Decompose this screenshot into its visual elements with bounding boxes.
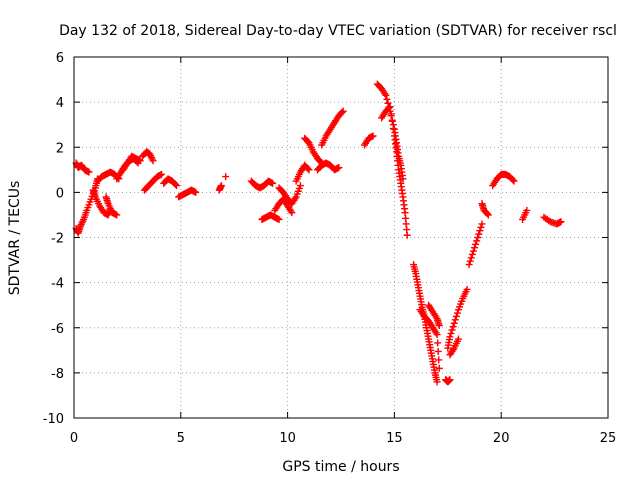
data-point <box>509 176 517 184</box>
y-tick-label: 2 <box>56 141 64 156</box>
data-point <box>383 95 391 103</box>
data-point <box>382 91 390 99</box>
data-point <box>510 177 518 185</box>
data-point <box>435 356 443 364</box>
data-point <box>113 211 121 219</box>
data-point <box>435 364 443 372</box>
data-point <box>446 333 454 341</box>
data-point <box>471 244 478 252</box>
y-tick-label: -2 <box>51 232 64 247</box>
data-point <box>369 132 377 140</box>
data-point <box>476 227 484 235</box>
data-point <box>477 223 485 231</box>
data-points <box>72 80 565 386</box>
data-point <box>192 188 200 196</box>
data-point <box>335 164 343 172</box>
data-point <box>85 168 93 176</box>
data-point <box>447 329 455 337</box>
data-point <box>463 285 471 293</box>
data-point <box>158 170 166 178</box>
x-tick-labels: 0 5 10 15 20 25 <box>70 431 616 446</box>
data-point <box>149 157 157 165</box>
data-point <box>472 240 480 248</box>
data-point <box>453 309 461 317</box>
data-point <box>387 110 395 118</box>
data-point <box>305 166 313 174</box>
data-point <box>136 157 144 165</box>
x-tick-label: 5 <box>177 431 185 446</box>
y-tick-label: -10 <box>43 412 64 427</box>
data-point <box>448 326 456 334</box>
y-tick-label: 4 <box>56 96 64 111</box>
data-point <box>523 206 531 214</box>
data-point <box>403 231 411 239</box>
x-tick-label: 15 <box>386 431 403 446</box>
y-tick-label: 6 <box>56 51 64 66</box>
data-point <box>450 319 458 327</box>
chart-title: Day 132 of 2018, Sidereal Day-to-day VTE… <box>59 23 617 39</box>
data-point <box>269 179 277 187</box>
data-point <box>173 182 181 190</box>
x-tick-label: 0 <box>70 431 78 446</box>
x-axis-label: GPS time / hours <box>282 459 399 475</box>
data-point <box>454 335 462 343</box>
data-point <box>389 125 397 133</box>
data-point <box>385 104 393 112</box>
data-point <box>434 339 442 347</box>
data-point <box>478 220 486 228</box>
x-tick-label: 25 <box>600 431 617 446</box>
y-tick-labels: -10 -8 -6 -4 -2 0 2 4 6 <box>43 51 64 427</box>
y-tick-label: -8 <box>51 367 64 382</box>
data-point <box>466 257 474 265</box>
x-tick-label: 20 <box>493 431 510 446</box>
x-tick-label: 10 <box>279 431 296 446</box>
data-point <box>469 247 477 255</box>
y-tick-label: -4 <box>51 277 64 292</box>
data-point <box>465 261 473 269</box>
data-point <box>557 218 565 226</box>
data-point <box>468 250 476 258</box>
data-point <box>434 347 442 355</box>
data-point <box>435 321 443 329</box>
data-point <box>338 108 346 116</box>
data-point <box>339 107 347 115</box>
data-point <box>433 378 441 386</box>
y-tick-label: 0 <box>56 186 64 201</box>
data-point <box>388 117 396 125</box>
data-point <box>483 210 491 218</box>
data-point <box>451 316 459 324</box>
data-point <box>288 209 296 217</box>
data-point <box>386 103 394 111</box>
data-point <box>452 312 460 320</box>
data-point <box>304 165 312 173</box>
data-point <box>433 331 441 339</box>
y-axis-label: SDTVAR / TECUs <box>7 181 23 296</box>
axis-ticks <box>73 56 609 419</box>
data-point <box>449 323 457 331</box>
y-tick-label: -6 <box>51 322 64 337</box>
data-point <box>475 230 483 238</box>
data-point <box>296 182 304 190</box>
data-point <box>275 215 283 223</box>
data-point <box>222 173 230 181</box>
data-point <box>217 182 225 190</box>
data-point <box>171 180 179 188</box>
grid-lines <box>74 57 608 418</box>
data-point <box>484 211 492 219</box>
data-point <box>467 254 475 262</box>
data-point <box>446 376 454 384</box>
data-point <box>473 237 481 245</box>
data-point <box>474 234 482 241</box>
